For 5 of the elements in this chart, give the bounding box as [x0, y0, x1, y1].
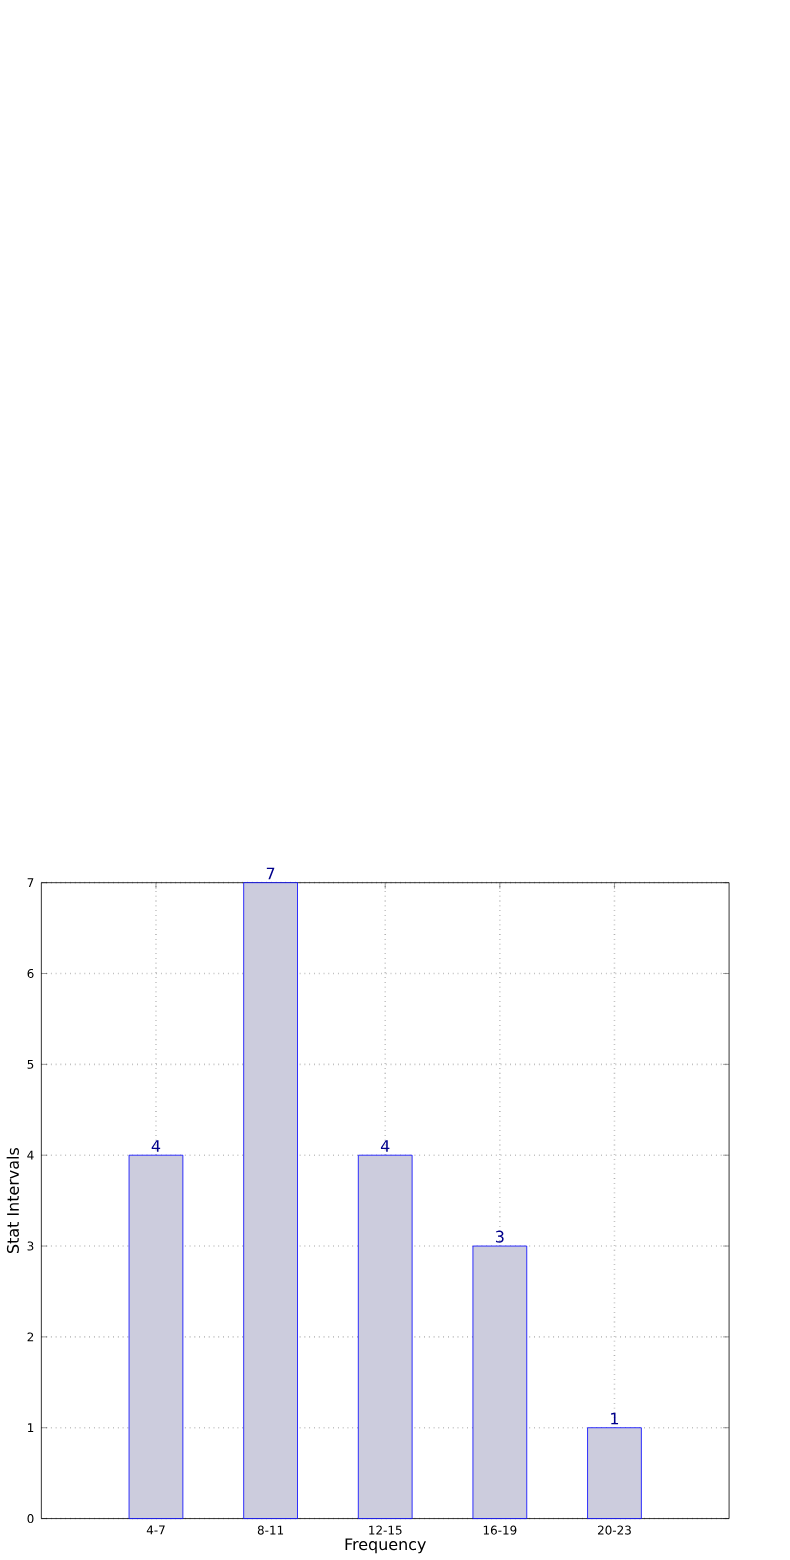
- bar: [472, 1245, 528, 1519]
- bar: [128, 1154, 184, 1519]
- bar: [587, 1427, 642, 1519]
- bar: [243, 882, 298, 1519]
- bar: [357, 1154, 413, 1519]
